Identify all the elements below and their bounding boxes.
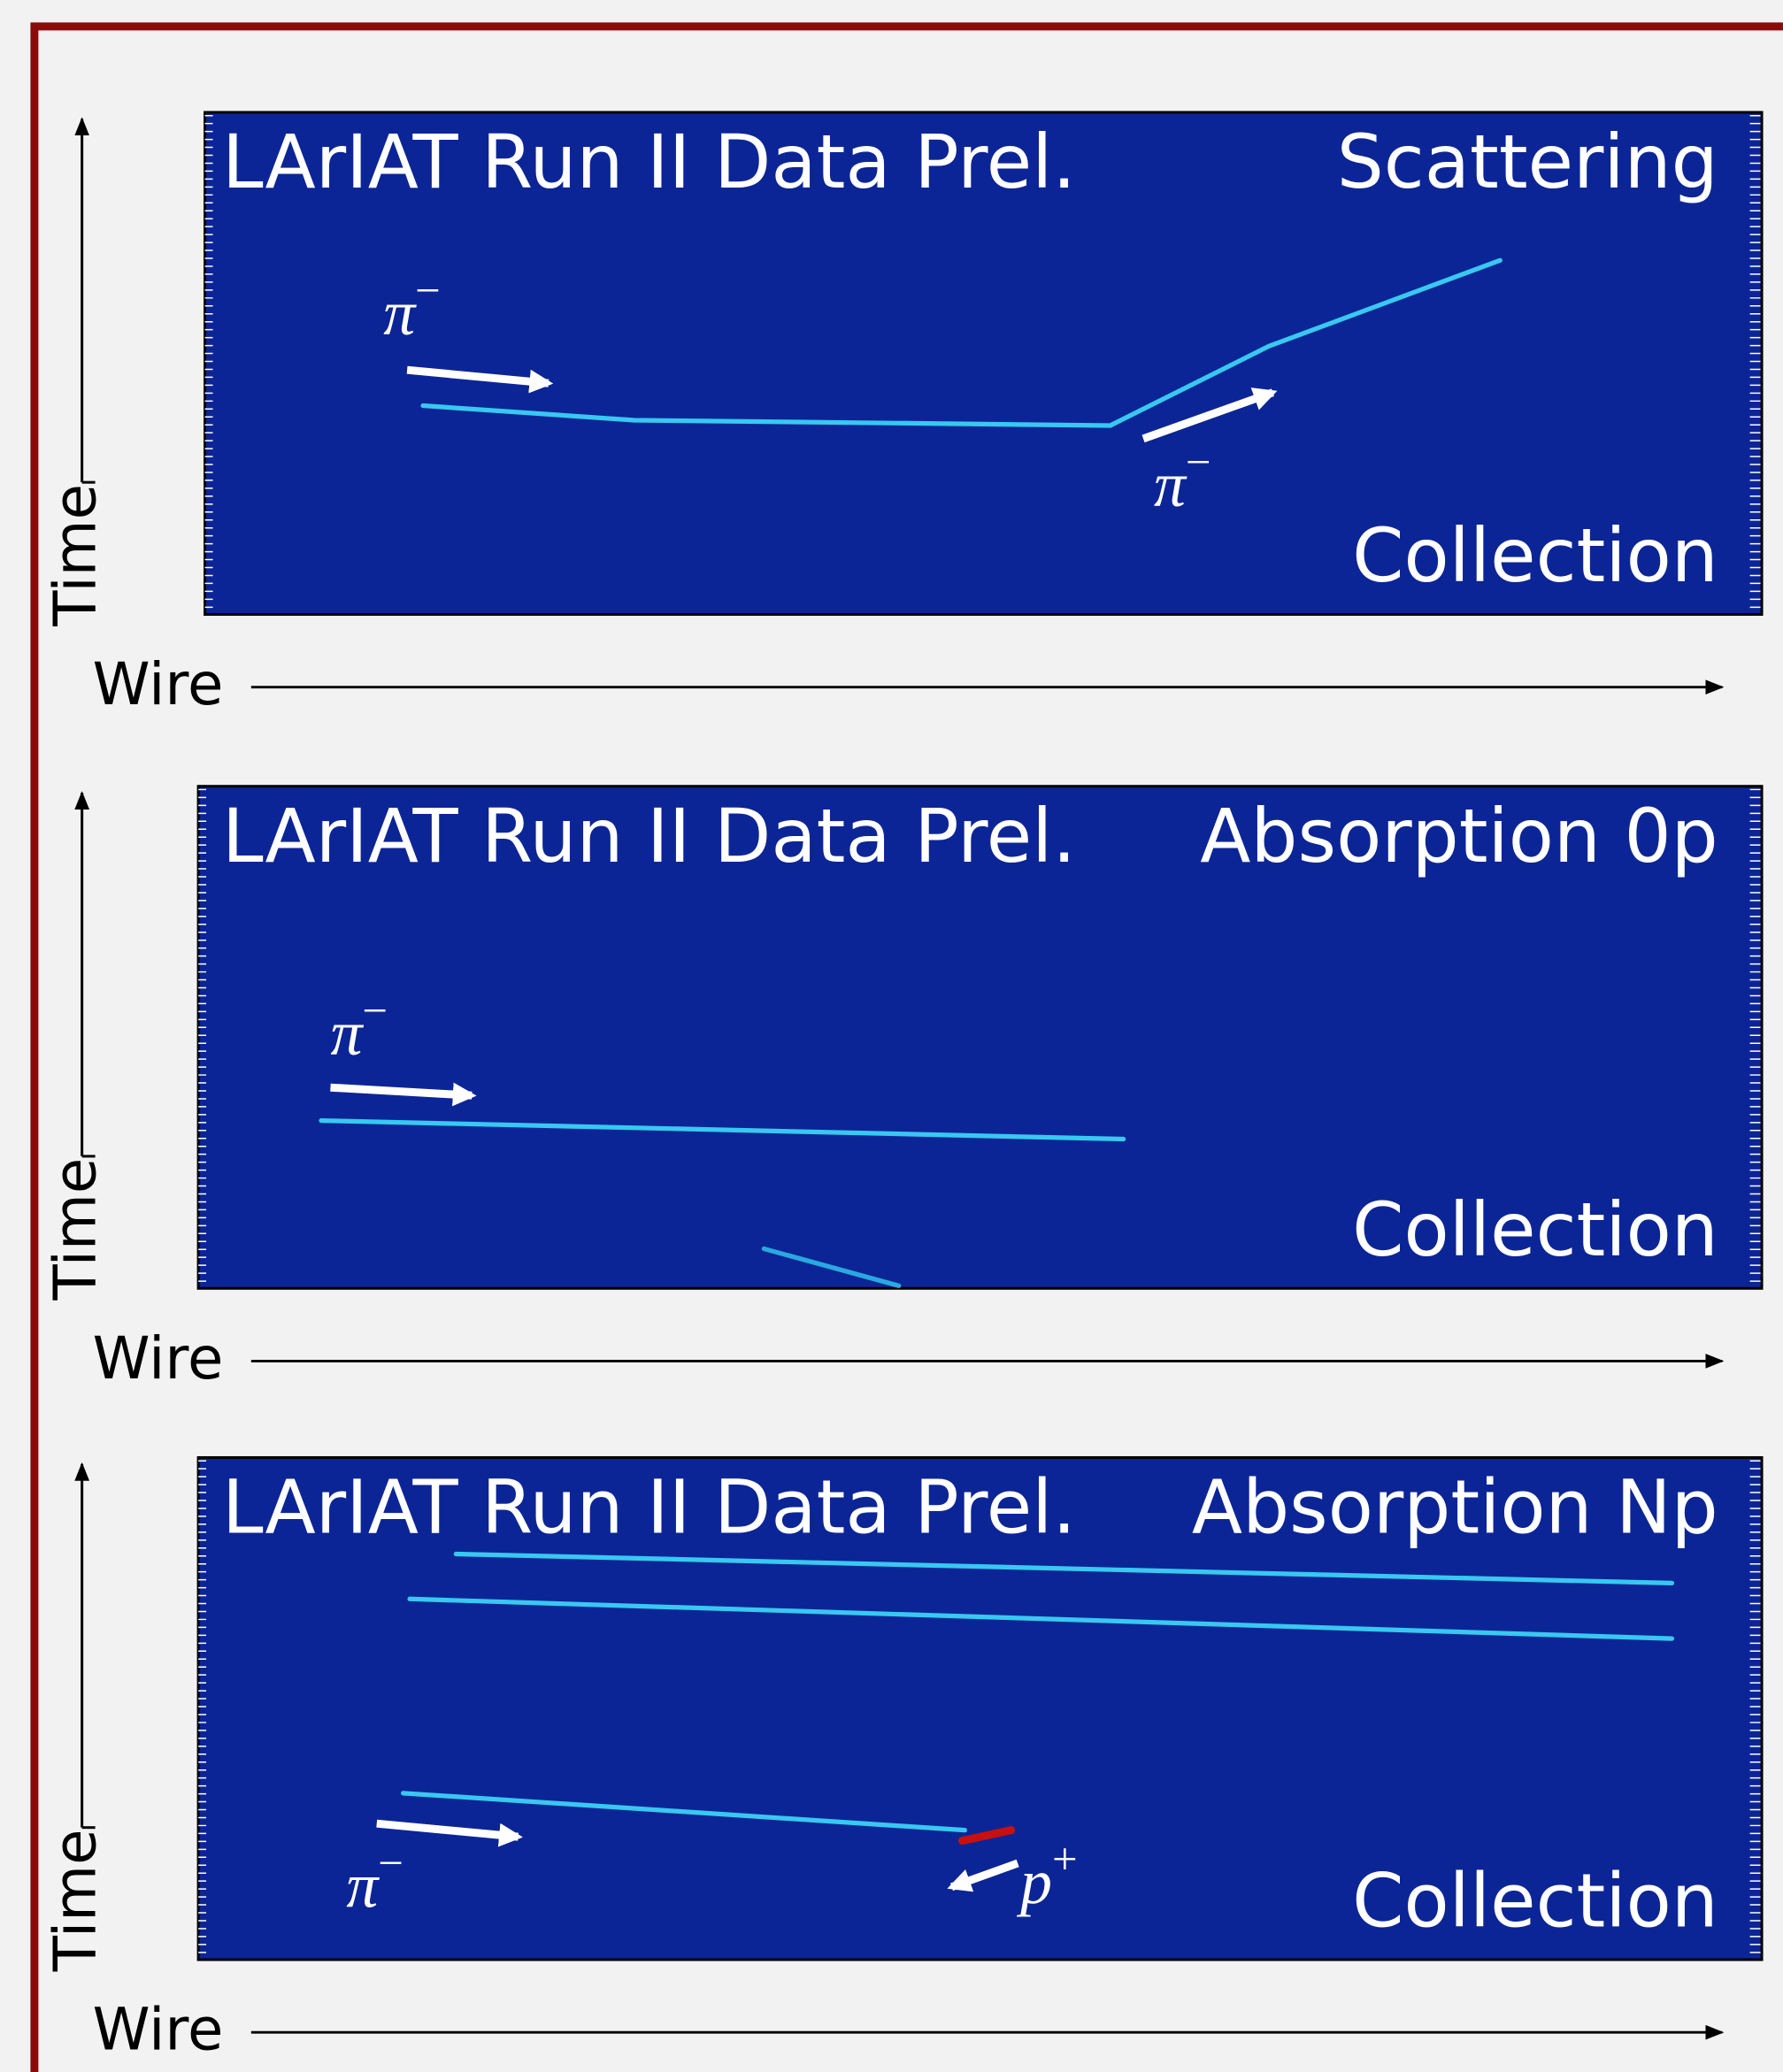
track xyxy=(400,1791,968,1833)
track xyxy=(407,1596,1675,1641)
y-axis-label: Time xyxy=(42,484,110,627)
plane: Collection xyxy=(1352,1858,1718,1945)
particle-label: π− xyxy=(330,986,388,1069)
track xyxy=(319,1117,1126,1142)
y-axis-label: Time xyxy=(42,1158,110,1301)
event-display xyxy=(196,785,1764,1290)
particle-label: π− xyxy=(346,1838,403,1921)
panel: LArIAT Run II Data Prel. Scattering Collec… xyxy=(42,111,1764,718)
particle-symbol: π xyxy=(346,1850,380,1921)
x-axis-label: Wire xyxy=(93,1997,224,2064)
header: LArIAT Run II Data Prel. xyxy=(222,793,1076,879)
particle-charge: − xyxy=(1186,437,1211,487)
x-axis-label: Wire xyxy=(93,1325,224,1393)
event-display xyxy=(204,111,1764,617)
track xyxy=(957,1826,1016,1846)
event-type: Absorption 0p xyxy=(1200,793,1718,879)
particle-charge: − xyxy=(362,986,388,1035)
particle-charge: − xyxy=(415,265,441,315)
frame xyxy=(30,22,1783,2072)
particle-symbol: π xyxy=(330,998,364,1069)
particle-symbol: p xyxy=(1016,1846,1052,1917)
annotation-arrow xyxy=(330,1082,477,1107)
annotation-arrow xyxy=(1141,388,1278,443)
particle-charge: + xyxy=(1052,1834,1078,1884)
plane: Collection xyxy=(1352,1186,1718,1273)
particle-label: p+ xyxy=(1016,1834,1077,1917)
particle-label: π− xyxy=(1154,437,1211,520)
annotation-arrow xyxy=(376,1819,523,1847)
plane: Collection xyxy=(1352,512,1718,599)
particle-symbol: π xyxy=(1154,449,1187,520)
track xyxy=(420,257,1502,428)
track xyxy=(453,1551,1675,1585)
panel: LArIAT Run II Data Prel. Absorption 0p Col… xyxy=(42,785,1764,1393)
annotation-arrow xyxy=(947,1859,1019,1892)
header: LArIAT Run II Data Prel. xyxy=(222,1464,1076,1551)
y-axis-label: Time xyxy=(42,1829,110,1972)
event-type: Scattering xyxy=(1337,119,1718,205)
track xyxy=(761,1246,902,1288)
header: LArIAT Run II Data Prel. xyxy=(222,119,1076,205)
panel: LArIAT Run II Data Prel. Absorption Np Col… xyxy=(42,1455,1764,2064)
particle-charge: − xyxy=(378,1838,403,1887)
event-type: Absorption Np xyxy=(1192,1464,1718,1551)
particle-label: π− xyxy=(383,265,441,349)
particle-symbol: π xyxy=(383,278,417,349)
x-axis-label: Wire xyxy=(93,651,224,718)
annotation-arrow xyxy=(406,365,554,394)
